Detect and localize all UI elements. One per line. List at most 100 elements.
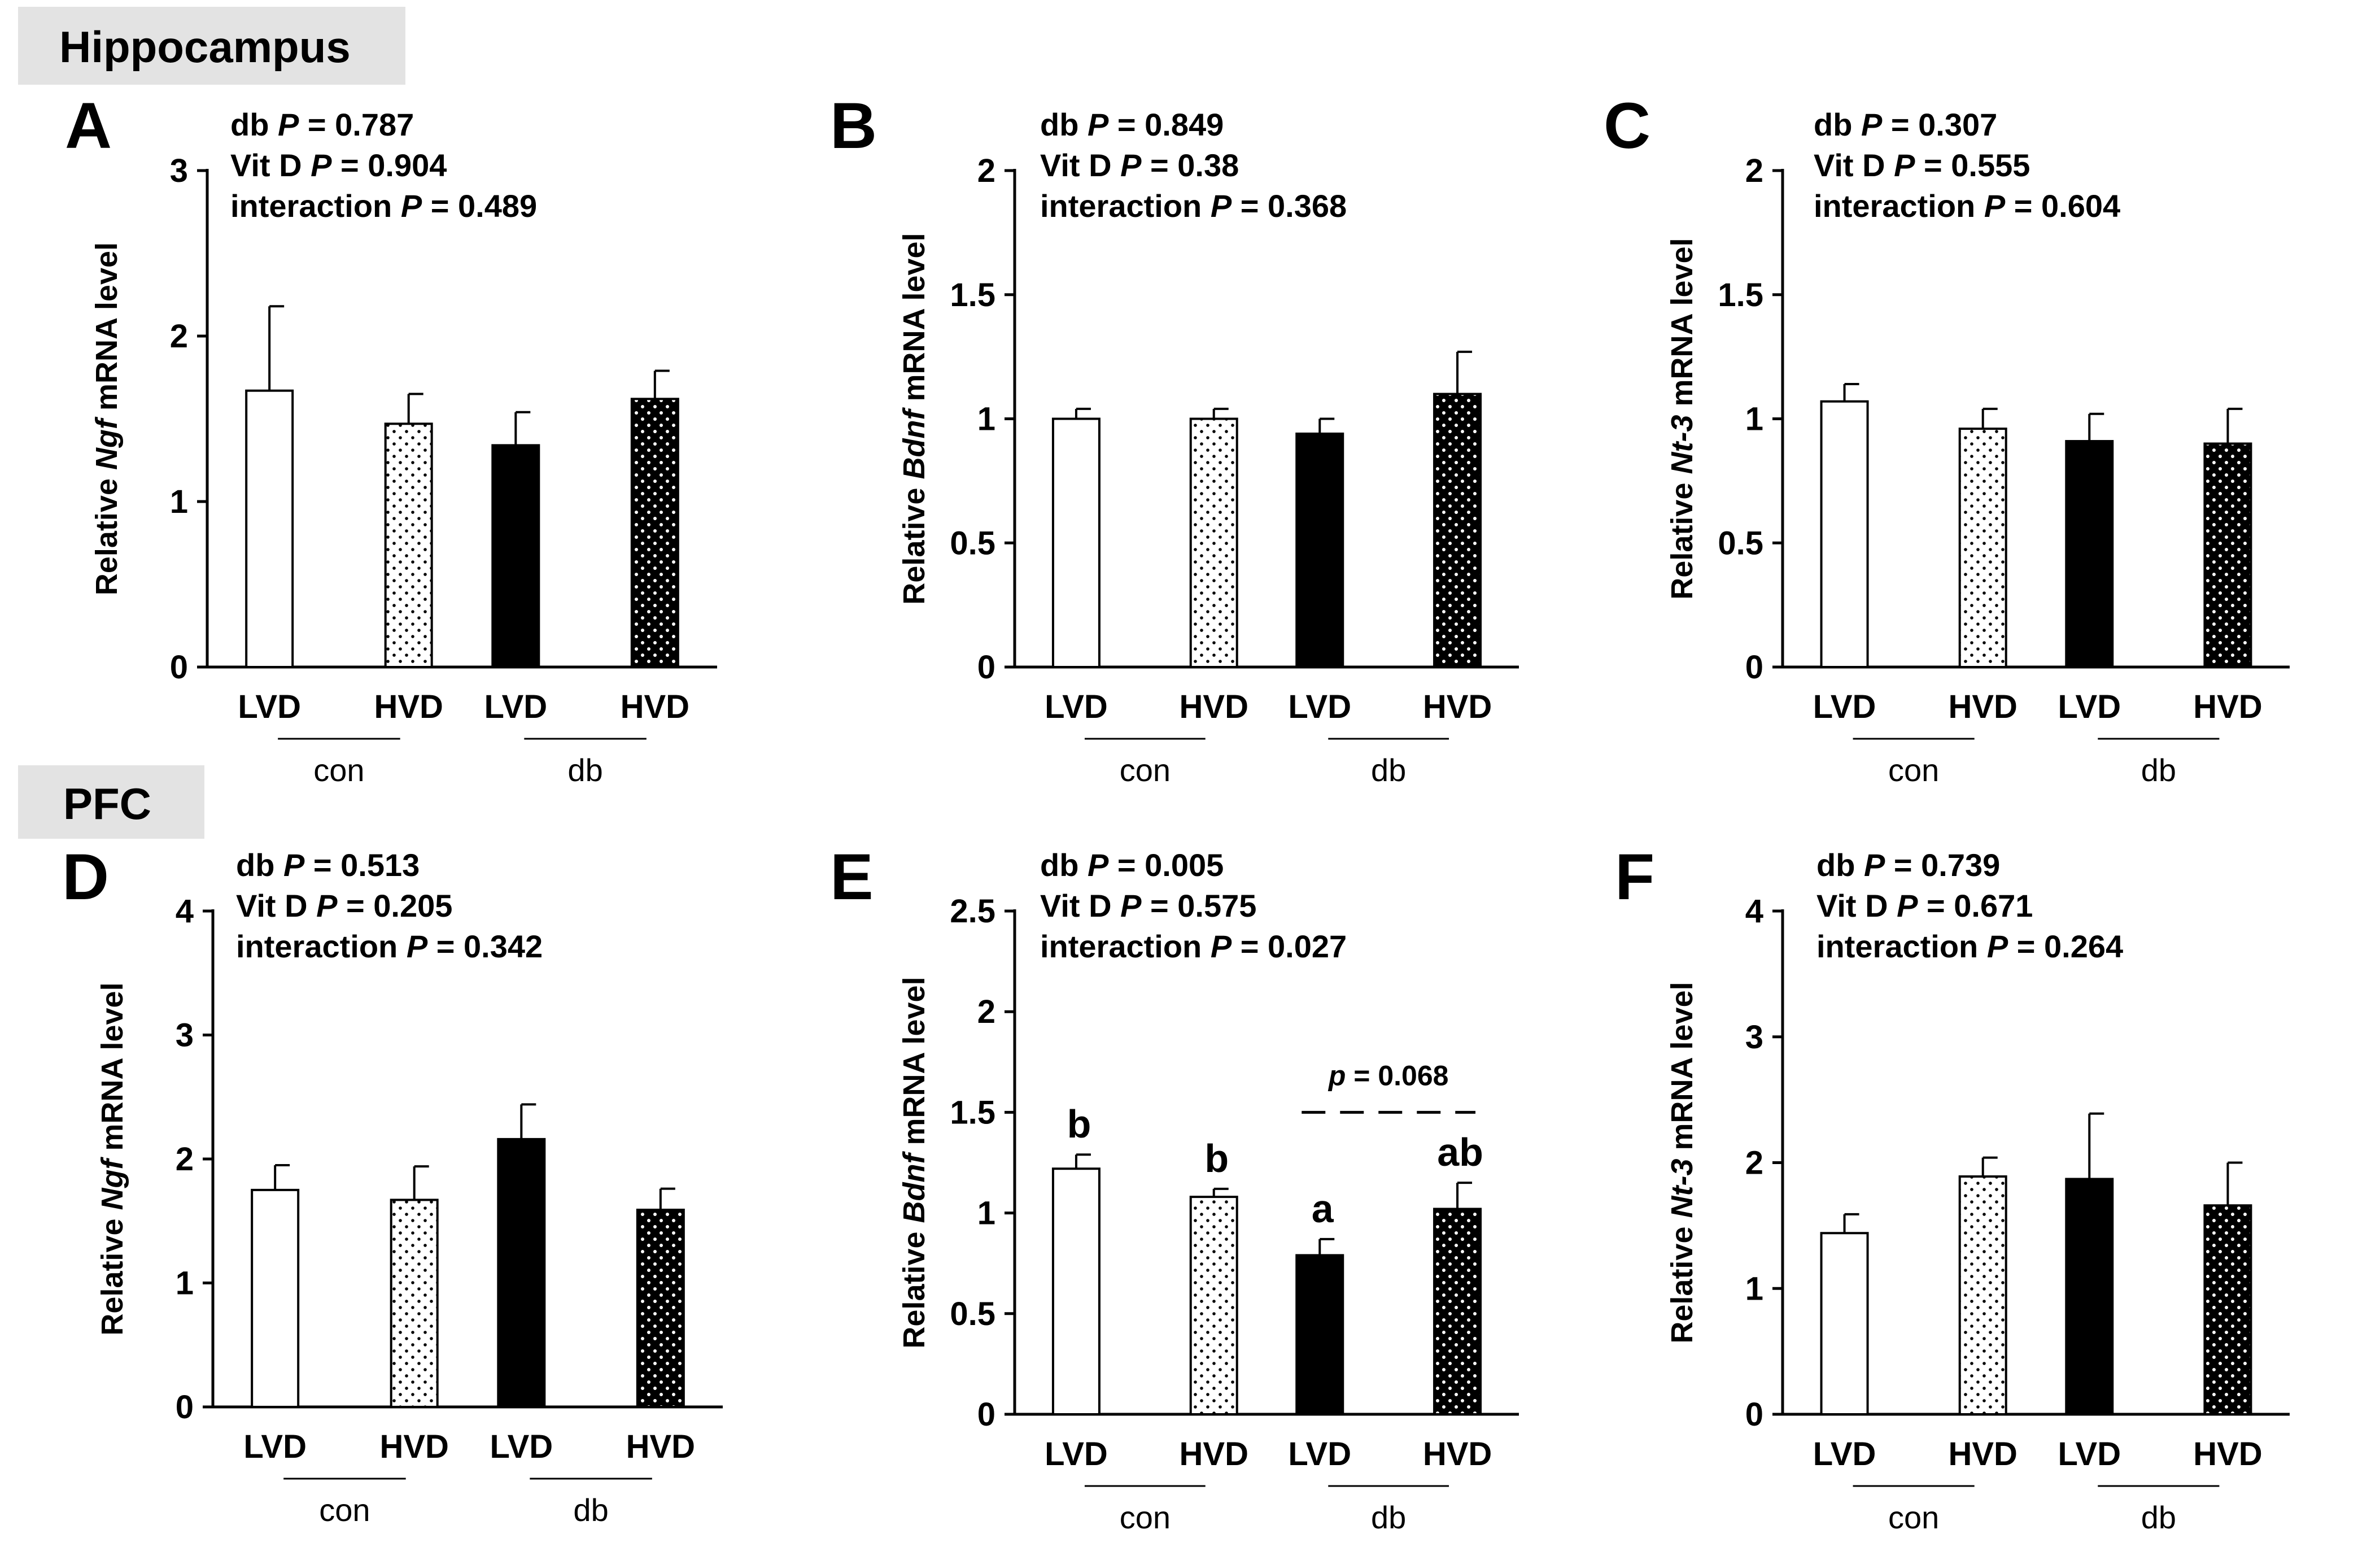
group-label: db <box>567 752 602 788</box>
stat-line-2: interaction P = 0.027 <box>1040 929 1347 964</box>
stat-value: = 0.604 <box>2005 188 2120 224</box>
y-axis-label-pre: Relative <box>897 1223 931 1348</box>
y-axis-label: Relative Ngf mRNA level <box>90 242 124 595</box>
category-label: HVD <box>1948 688 2017 725</box>
stat-line-0: db P = 0.787 <box>230 107 414 142</box>
y-tick-label: 4 <box>176 893 194 930</box>
stat-line-2: interaction P = 0.342 <box>236 929 543 964</box>
stat-value: = 0.307 <box>1882 107 1997 142</box>
bar-3 <box>636 1208 685 1409</box>
category-label: LVD <box>2058 688 2121 725</box>
bar-1 <box>384 422 433 668</box>
stat-p: P <box>1864 847 1885 883</box>
bar-3 <box>630 398 679 669</box>
stat-line-2: interaction P = 0.489 <box>230 188 537 224</box>
y-axis-label: Relative Nt-3 mRNA level <box>1665 238 1699 599</box>
bar-0 <box>1051 417 1101 668</box>
category-label: HVD <box>379 1428 448 1465</box>
y-axis-label: Relative Bdnf mRNA level <box>897 233 931 604</box>
category-label: LVD <box>1288 688 1351 725</box>
y-tick-label: 1.5 <box>950 1094 995 1131</box>
group-label: con <box>319 1492 370 1528</box>
y-axis-label-post: mRNA level <box>897 977 931 1153</box>
y-axis-label-pre: Relative <box>95 1210 129 1335</box>
group-label: con <box>313 752 364 788</box>
y-tick-label: 3 <box>1745 1019 1763 1056</box>
y-axis-label-pre: Relative <box>1665 1218 1699 1344</box>
category-label: LVD <box>1288 1436 1351 1472</box>
comparison-p: p <box>1327 1060 1346 1091</box>
stat-p: P <box>1894 147 1915 183</box>
category-label: HVD <box>2193 688 2262 725</box>
stat-value: = 0.904 <box>331 147 447 183</box>
category-label: LVD <box>2058 1436 2121 1472</box>
y-axis-label-post: mRNA level <box>95 982 129 1159</box>
stat-line-1: Vit D P = 0.671 <box>1816 888 2033 923</box>
y-tick-label: 2.5 <box>950 893 995 930</box>
stat-value: = 0.671 <box>1918 888 2033 923</box>
stat-value: = 0.849 <box>1108 107 1224 142</box>
stat-p: P <box>1897 888 1918 923</box>
stat-line-2: interaction P = 0.604 <box>1814 188 2120 224</box>
category-label: HVD <box>621 688 689 725</box>
y-tick-label: 1 <box>1745 1270 1763 1307</box>
y-axis-label-gene: Ngf <box>90 416 124 470</box>
bar-2 <box>2065 440 2114 668</box>
bar-2 <box>2065 1178 2114 1416</box>
bar-3 <box>2203 1204 2252 1416</box>
stat-p: P <box>1211 929 1232 964</box>
y-axis-label-gene: Bdnf <box>897 407 931 480</box>
y-axis-label-gene: Ngf <box>95 1157 129 1210</box>
stat-p: P <box>401 188 422 224</box>
y-tick-label: 0 <box>170 649 188 686</box>
y-axis-label: Relative Nt-3 mRNA level <box>1665 982 1699 1343</box>
y-axis-label-gene: Bdnf <box>897 1151 931 1223</box>
stat-label: db <box>1040 107 1088 142</box>
stat-p: P <box>1211 188 1232 224</box>
y-axis-label-post: mRNA level <box>897 233 931 409</box>
significance-letter: ab <box>1437 1130 1483 1174</box>
stat-label: interaction <box>1814 188 1984 224</box>
panel-d-letter: D <box>62 841 109 913</box>
bar-1 <box>1958 1175 2007 1415</box>
stat-label: Vit D <box>236 888 316 923</box>
stat-label: interaction <box>230 188 401 224</box>
y-tick-label: 1 <box>170 483 188 520</box>
y-tick-label: 1.5 <box>950 277 995 313</box>
stat-value: = 0.739 <box>1885 847 2000 883</box>
stat-p: P <box>1987 929 2008 964</box>
bar-1 <box>1189 417 1238 668</box>
section-pfc-label: PFC <box>63 779 151 829</box>
stat-p: P <box>311 147 332 183</box>
stat-line-0: db P = 0.849 <box>1040 107 1224 142</box>
stat-p: P <box>1984 188 2006 224</box>
stat-p: P <box>1861 107 1883 142</box>
y-tick-label: 1 <box>977 401 995 438</box>
significance-letter: b <box>1204 1136 1229 1180</box>
stat-value: = 0.787 <box>299 107 414 142</box>
stat-label: db <box>1814 107 1861 142</box>
y-tick-label: 1 <box>977 1195 995 1232</box>
stat-value: = 0.027 <box>1232 929 1347 964</box>
stat-line-0: db P = 0.307 <box>1814 107 1997 142</box>
y-tick-label: 1.5 <box>1718 277 1763 313</box>
stat-label: Vit D <box>230 147 311 183</box>
stat-value: = 0.575 <box>1141 888 1256 923</box>
stat-label: Vit D <box>1040 888 1120 923</box>
category-label: HVD <box>2193 1436 2262 1472</box>
stat-p: P <box>1120 147 1142 183</box>
stat-label: Vit D <box>1816 888 1897 923</box>
bar-2 <box>497 1138 546 1408</box>
stat-label: interaction <box>1040 929 1211 964</box>
category-label: LVD <box>238 688 301 725</box>
comparison-label: p = 0.068 <box>1327 1060 1449 1091</box>
stat-value: = 0.264 <box>2008 929 2123 964</box>
significance-letter: a <box>1312 1187 1334 1231</box>
category-label: HVD <box>1180 1436 1248 1472</box>
stat-label: db <box>230 107 278 142</box>
stat-label: db <box>236 847 283 883</box>
y-axis-label-gene: Nt-3 <box>1665 1159 1699 1218</box>
stat-line-1: Vit D P = 0.575 <box>1040 888 1256 923</box>
